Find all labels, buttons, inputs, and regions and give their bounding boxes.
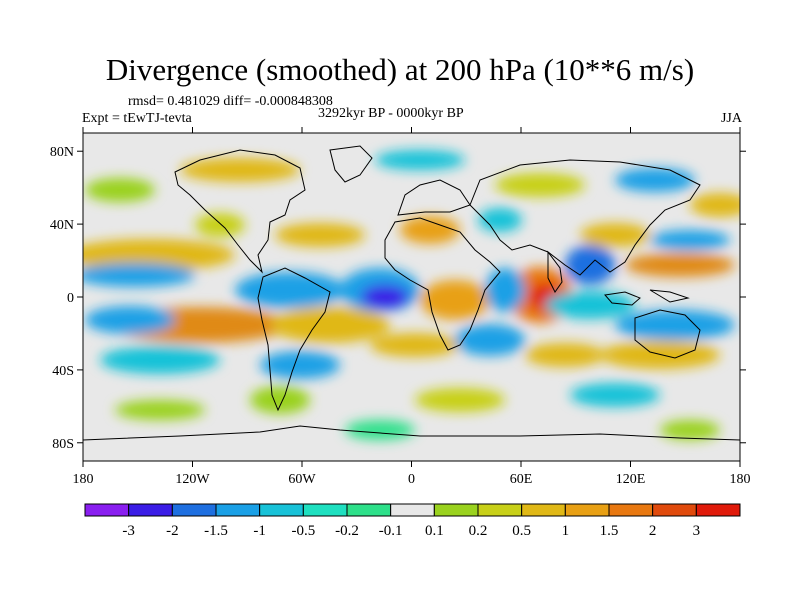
lon-tick-label: 180 — [73, 472, 94, 487]
lon-tick-label: 0 — [408, 472, 415, 487]
colorbar-label: -0.5 — [291, 523, 315, 539]
colorbar-swatch-14 — [695, 503, 741, 517]
colorbar-label: -2 — [166, 523, 179, 539]
lat-tick-label: 40N — [50, 218, 74, 233]
coastlines — [83, 145, 740, 441]
lat-tick-label: 80S — [52, 437, 74, 452]
colorbar-label: 1.5 — [600, 523, 619, 539]
colorbar-swatch-13 — [652, 503, 697, 517]
colorbar-label: 0.5 — [512, 523, 531, 539]
lon-tick-label: 120E — [616, 472, 646, 487]
period-label: 3292kyr BP - 0000kyr BP — [318, 106, 464, 121]
colorbar-swatch-1 — [128, 503, 173, 517]
latitude-axis: 80N 40N 0 40S 80S — [50, 145, 746, 452]
colorbar-swatch-5 — [302, 503, 348, 517]
lon-tick-label: 180 — [730, 472, 751, 487]
colorbar-label: -1 — [253, 523, 266, 539]
lon-tick-label: 120W — [175, 472, 210, 487]
colorbar-label: 0.1 — [425, 523, 444, 539]
lat-tick-label: 80N — [50, 145, 74, 160]
divergence-field — [83, 133, 740, 461]
colorbar-swatch-4 — [259, 503, 304, 517]
colorbar-swatch-3 — [215, 503, 261, 517]
plot-title: Divergence (smoothed) at 200 hPa (10**6 … — [105, 52, 695, 87]
colorbar-label: -0.1 — [379, 523, 403, 539]
lat-tick-label: 40S — [52, 364, 74, 379]
colorbar-swatch-12 — [608, 503, 654, 517]
lon-tick-label: 60E — [510, 472, 533, 487]
colorbar-swatch-9 — [477, 503, 523, 517]
colorbar-label: 2 — [649, 523, 657, 539]
stats-label: rmsd= 0.481029 diff= -0.000848308 — [128, 94, 333, 109]
colorbar-label: 1 — [562, 523, 570, 539]
colorbar-swatch-0 — [84, 503, 130, 517]
colorbar-swatch-7 — [390, 503, 435, 517]
lon-tick-label: 60W — [288, 472, 316, 487]
colorbar-label: -0.2 — [335, 523, 359, 539]
colorbar-label: -1.5 — [204, 523, 228, 539]
season-label: JJA — [720, 111, 742, 126]
longitude-axis: 180 120W 60W 0 60E 120E 180 — [73, 127, 751, 487]
colorbar-label: 0.2 — [469, 523, 488, 539]
experiment-label: Expt = tEwTJ-tevta — [82, 111, 192, 126]
colorbar: -3 -2 -1.5 -1 -0.5 -0.2 -0.1 0.1 0.2 0.5 1 1.5 2 3 — [84, 503, 741, 539]
colorbar-swatch-10 — [521, 503, 566, 517]
colorbar-swatch-8 — [433, 503, 479, 517]
colorbar-label: -3 — [122, 523, 135, 539]
colorbar-swatch-11 — [564, 503, 610, 517]
colorbar-swatch-2 — [171, 503, 217, 517]
colorbar-swatch-6 — [346, 503, 392, 517]
lat-tick-label: 0 — [67, 291, 74, 306]
colorbar-label: 3 — [693, 523, 701, 539]
